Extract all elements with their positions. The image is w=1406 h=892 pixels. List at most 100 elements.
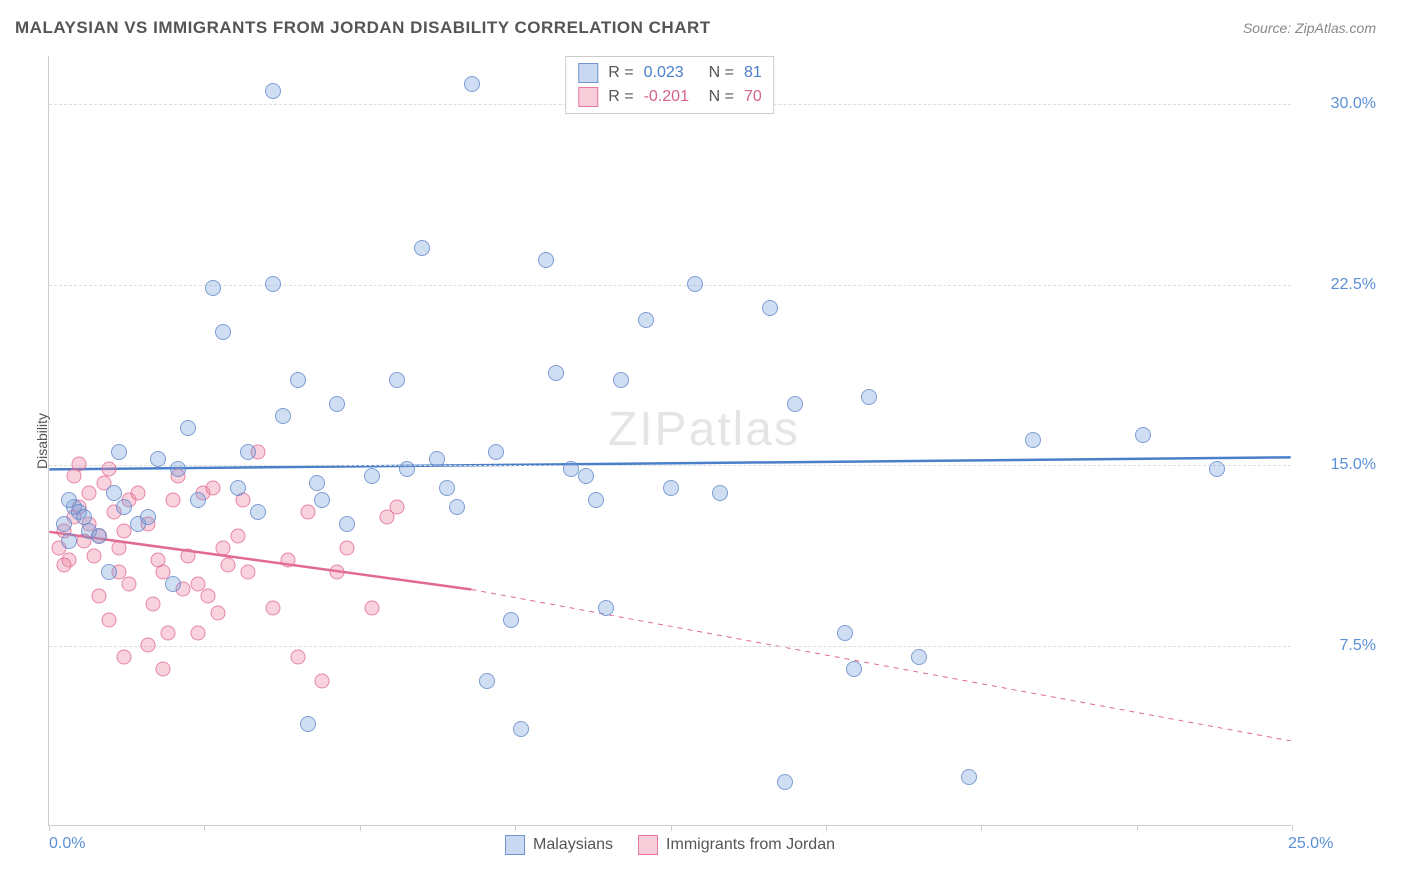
scatter-point-blue (429, 451, 445, 467)
x-tick (671, 825, 672, 831)
r-label: R = (608, 64, 633, 82)
scatter-point-blue (687, 276, 703, 292)
scatter-point-blue (364, 468, 380, 484)
scatter-point-blue (613, 372, 629, 388)
n-value: 81 (744, 64, 762, 82)
scatter-point-pink (101, 461, 116, 476)
scatter-point-blue (61, 492, 77, 508)
scatter-point-blue (1209, 461, 1225, 477)
scatter-point-blue (861, 389, 877, 405)
scatter-point-pink (230, 529, 245, 544)
gridline (49, 465, 1291, 466)
y-tick-label: 7.5% (1340, 637, 1376, 655)
scatter-point-pink (116, 649, 131, 664)
scatter-point-blue (265, 83, 281, 99)
swatch-blue-icon (578, 63, 598, 83)
scatter-point-pink (265, 601, 280, 616)
scatter-point-blue (479, 673, 495, 689)
scatter-point-pink (300, 505, 315, 520)
scatter-point-blue (1025, 432, 1041, 448)
scatter-point-blue (449, 499, 465, 515)
stats-box: R = 0.023 N = 81 R = -0.201 N = 70 (565, 56, 774, 114)
scatter-point-pink (116, 524, 131, 539)
scatter-point-blue (503, 612, 519, 628)
trend-line-blue (49, 457, 1290, 469)
scatter-point-pink (101, 613, 116, 628)
scatter-point-pink (365, 601, 380, 616)
y-tick-label: 15.0% (1331, 456, 1376, 474)
scatter-point-blue (538, 252, 554, 268)
stats-row: R = -0.201 N = 70 (578, 85, 761, 109)
scatter-point-blue (150, 451, 166, 467)
scatter-point-pink (146, 596, 161, 611)
scatter-point-blue (61, 533, 77, 549)
swatch-blue-icon (505, 835, 525, 855)
scatter-point-blue (777, 774, 793, 790)
scatter-point-pink (240, 565, 255, 580)
scatter-point-blue (309, 475, 325, 491)
scatter-point-blue (961, 769, 977, 785)
scatter-point-blue (265, 276, 281, 292)
scatter-point-blue (1135, 427, 1151, 443)
chart-title: MALAYSIAN VS IMMIGRANTS FROM JORDAN DISA… (15, 18, 711, 38)
x-label-min: 0.0% (49, 835, 85, 853)
scatter-point-blue (91, 528, 107, 544)
scatter-point-blue (240, 444, 256, 460)
scatter-point-blue (464, 76, 480, 92)
scatter-point-pink (86, 548, 101, 563)
scatter-point-blue (190, 492, 206, 508)
chart-area: Disability ZIPatlas 7.5%15.0%22.5%30.0%0… (48, 56, 1291, 826)
scatter-point-pink (166, 493, 181, 508)
legend-label: Immigrants from Jordan (666, 836, 835, 854)
scatter-point-blue (56, 516, 72, 532)
scatter-point-blue (389, 372, 405, 388)
scatter-point-pink (211, 606, 226, 621)
scatter-point-blue (588, 492, 604, 508)
source-label: Source: ZipAtlas.com (1243, 20, 1376, 36)
n-label: N = (709, 64, 734, 82)
y-tick-label: 30.0% (1331, 95, 1376, 113)
scatter-point-blue (846, 661, 862, 677)
x-label-max: 25.0% (1288, 835, 1333, 853)
stats-row: R = 0.023 N = 81 (578, 61, 761, 85)
scatter-point-blue (488, 444, 504, 460)
scatter-point-blue (837, 625, 853, 641)
scatter-point-blue (170, 461, 186, 477)
scatter-point-blue (439, 480, 455, 496)
scatter-point-blue (414, 240, 430, 256)
scatter-point-pink (111, 541, 126, 556)
scatter-point-pink (181, 548, 196, 563)
scatter-point-blue (513, 721, 529, 737)
scatter-point-blue (300, 716, 316, 732)
scatter-point-pink (201, 589, 216, 604)
x-tick (204, 825, 205, 831)
scatter-point-blue (140, 509, 156, 525)
scatter-point-pink (161, 625, 176, 640)
scatter-point-pink (56, 558, 71, 573)
x-tick (49, 825, 50, 831)
scatter-point-blue (165, 576, 181, 592)
scatter-point-pink (141, 637, 156, 652)
scatter-point-pink (216, 541, 231, 556)
bottom-legend: Malaysians Immigrants from Jordan (505, 835, 835, 855)
scatter-point-pink (121, 577, 136, 592)
scatter-point-blue (314, 492, 330, 508)
scatter-point-blue (911, 649, 927, 665)
scatter-point-pink (340, 541, 355, 556)
r-label: R = (608, 88, 633, 106)
scatter-point-blue (101, 564, 117, 580)
scatter-point-pink (206, 481, 221, 496)
scatter-point-blue (111, 444, 127, 460)
scatter-point-pink (290, 649, 305, 664)
y-axis-title: Disability (34, 412, 50, 468)
scatter-point-pink (390, 500, 405, 515)
scatter-point-blue (106, 485, 122, 501)
swatch-pink-icon (638, 835, 658, 855)
scatter-point-blue (399, 461, 415, 477)
scatter-point-blue (339, 516, 355, 532)
x-tick (826, 825, 827, 831)
gridline (49, 285, 1291, 286)
plot-area: ZIPatlas 7.5%15.0%22.5%30.0%0.0%25.0% (49, 56, 1291, 825)
scatter-point-blue (250, 504, 266, 520)
r-value: -0.201 (644, 88, 699, 106)
